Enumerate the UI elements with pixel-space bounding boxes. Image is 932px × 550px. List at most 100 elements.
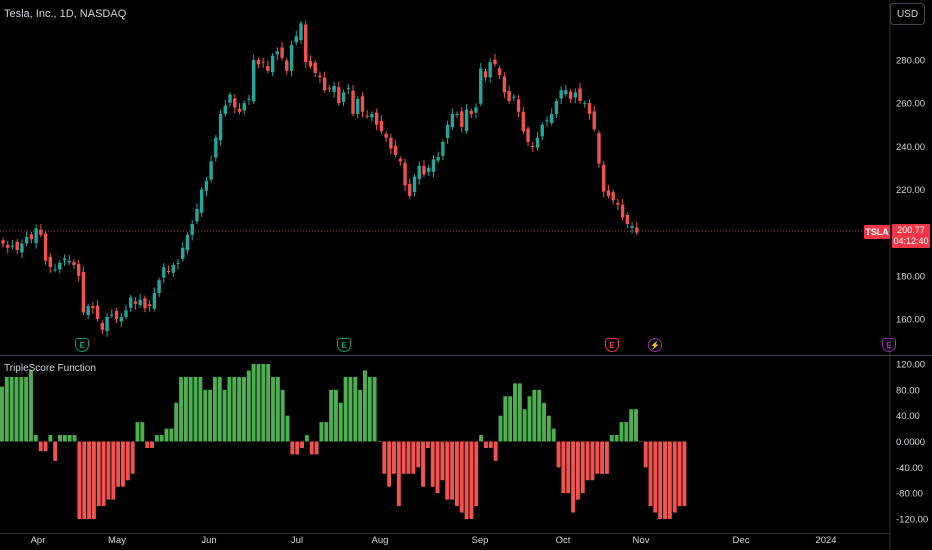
indicator-tick-label: 0.0000 (896, 437, 925, 448)
histogram-bar (324, 422, 329, 442)
candle-body (389, 137, 393, 149)
histogram-bar (242, 376, 246, 442)
histogram-bar (101, 441, 106, 507)
earnings-icon[interactable]: E (882, 338, 896, 352)
histogram-bar (169, 428, 174, 442)
candle-body (29, 234, 34, 240)
histogram-bar (203, 389, 208, 442)
histogram-bar (140, 422, 145, 442)
histogram-bar (62, 435, 67, 442)
candle-body (441, 142, 445, 156)
histogram-bar (106, 441, 111, 500)
candle-body (129, 297, 133, 308)
candle-body (157, 280, 161, 294)
histogram-bar (571, 441, 576, 513)
histogram-bar (208, 389, 213, 442)
price-axis[interactable]: 280.00260.00240.00220.00200.00180.00160.… (896, 56, 925, 326)
histogram-bar (392, 441, 396, 474)
histogram-bar (145, 441, 150, 448)
histogram-bar (629, 409, 634, 442)
histogram-bar (672, 441, 677, 513)
candle-body (242, 103, 246, 111)
candle-body (105, 316, 109, 332)
candle-body (53, 269, 57, 271)
histogram-bar (498, 415, 503, 442)
histogram-bar (91, 441, 96, 519)
candle-body (81, 271, 86, 313)
histogram-bar (275, 376, 280, 442)
histogram-bar (256, 364, 261, 442)
price-tick-label: 180.00 (896, 271, 925, 282)
candle-body (43, 233, 48, 261)
candle-body (204, 180, 209, 191)
histogram-bar (188, 376, 193, 442)
candle-body (493, 59, 497, 65)
histogram-bar (566, 441, 571, 494)
histogram-bar (111, 441, 116, 500)
candle-body (436, 157, 440, 161)
ticker-label: TSLA (864, 225, 890, 239)
currency-button[interactable]: USD (890, 3, 925, 25)
candle-body (616, 202, 620, 205)
time-tick-label: May (108, 535, 126, 546)
histogram-bar (421, 441, 425, 487)
price-pane[interactable] (0, 20, 890, 337)
bar-countdown: 04:12:40 (893, 236, 929, 246)
candle-body (526, 128, 530, 143)
indicator-axis[interactable]: 120.00 80.00 40.00 0.0000 -40.00 -80.00 -120.0… (896, 360, 928, 526)
histogram-bar (546, 415, 551, 442)
histogram-bar (479, 435, 484, 442)
histogram-bar (387, 441, 392, 487)
candle-body (58, 262, 62, 270)
candle-body (583, 103, 587, 105)
candle-body (460, 111, 464, 127)
histogram-bar (159, 435, 164, 442)
candle-body (313, 62, 317, 73)
candle-body (422, 165, 426, 175)
dividend-icon[interactable]: ⚡ (648, 338, 662, 352)
last-price-value: 200.77 (897, 225, 925, 235)
candle-body (285, 60, 289, 71)
histogram-bar (280, 389, 285, 442)
indicator-tick-label: -80.00 (896, 489, 923, 500)
candle-body (76, 263, 81, 276)
histogram-bar (445, 441, 450, 500)
indicator-tick-label: 40.00 (896, 411, 920, 422)
histogram-bar (469, 441, 474, 519)
earnings-icon[interactable]: E (337, 338, 351, 352)
histogram-bar (314, 441, 319, 455)
histogram-bar (174, 402, 179, 442)
histogram-bar (266, 364, 271, 442)
earnings-icon[interactable]: E (75, 338, 89, 352)
candle-body (34, 228, 38, 244)
earnings-icon[interactable]: E (605, 338, 619, 352)
histogram-bar (87, 441, 92, 519)
histogram-bar (367, 376, 372, 442)
histogram-bar (154, 435, 159, 442)
histogram-bar (440, 441, 445, 481)
candle-body (195, 208, 199, 222)
histogram-bar (474, 441, 479, 507)
histogram-bar (677, 441, 682, 507)
histogram-bar (513, 383, 517, 442)
candle-body (332, 85, 336, 92)
histogram-bar (53, 441, 58, 461)
candle-body (417, 165, 421, 180)
candle-body (516, 99, 521, 112)
histogram-bar (561, 441, 566, 494)
candle-body (86, 306, 90, 316)
histogram-bar (96, 441, 101, 507)
indicator-title: TripleScore Function (4, 363, 96, 374)
candle-body (72, 262, 76, 266)
histogram-bar (309, 441, 314, 455)
time-axis[interactable]: Apr May Jun Jul Aug Sep Oct Nov Dec 2024 (31, 535, 837, 546)
histogram-bar (454, 441, 459, 507)
candle-body (181, 247, 185, 259)
candle-body (62, 258, 67, 261)
candle-body (602, 164, 606, 192)
indicator-pane[interactable] (0, 364, 687, 519)
histogram-bar (590, 441, 595, 481)
candle-body (289, 44, 294, 71)
histogram-bar (198, 376, 203, 442)
